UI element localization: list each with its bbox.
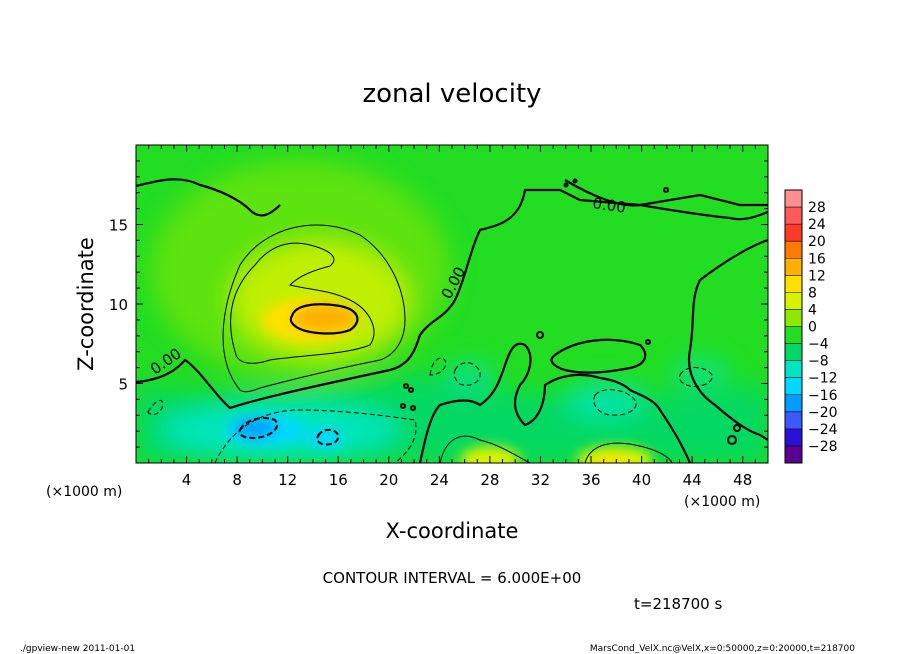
x-unit-label-left: (×1000 m) bbox=[46, 484, 122, 500]
x-tick-label: 48 bbox=[733, 471, 752, 489]
colorbar-swatch bbox=[785, 207, 802, 225]
x-tick-label: 12 bbox=[278, 471, 297, 489]
y-axis-label: Z-coordinate bbox=[74, 237, 98, 371]
contour-pos-6-upper bbox=[230, 242, 375, 364]
colorbar-label: −12 bbox=[808, 371, 838, 387]
footer-left: ./gpview-new 2011-01-01 bbox=[20, 644, 135, 654]
colorbar-swatch bbox=[785, 343, 802, 361]
colorbar-label: 16 bbox=[808, 251, 826, 267]
colorbar-swatch bbox=[785, 275, 802, 293]
max-contour bbox=[289, 303, 359, 335]
colorbar-label: 20 bbox=[808, 234, 826, 250]
contour-neg-mid-3 bbox=[679, 367, 713, 387]
y-tick-label: 10 bbox=[109, 296, 128, 314]
colorbar-swatch bbox=[785, 360, 802, 378]
contour-interval-text: CONTOUR INTERVAL = 6.000E+00 bbox=[323, 569, 582, 587]
colorbar-swatch bbox=[785, 224, 802, 242]
colorbar-label: 4 bbox=[808, 302, 817, 318]
colorbar-label: 12 bbox=[808, 268, 826, 284]
x-tick-label: 24 bbox=[430, 471, 449, 489]
color-field bbox=[136, 160, 768, 463]
x-tick-label: 8 bbox=[232, 471, 242, 489]
contour-neg-12-a bbox=[238, 417, 278, 440]
contour-neg-12-b bbox=[316, 428, 340, 446]
contour-neg-6-left bbox=[147, 399, 164, 416]
colorbar-label: −4 bbox=[808, 337, 829, 353]
colorbar-swatch bbox=[785, 292, 802, 310]
colorbar-swatch bbox=[785, 445, 802, 464]
x-tick-label: 44 bbox=[683, 471, 702, 489]
contour-pos-6-outer bbox=[222, 224, 406, 393]
zero-contour-lower-mid bbox=[418, 342, 692, 463]
colorbar-swatch bbox=[785, 394, 802, 413]
plot-area: 0.00 0.00 0.00 bbox=[136, 145, 768, 463]
colorbar-label: 8 bbox=[808, 285, 817, 301]
colorbar-label: −28 bbox=[808, 439, 838, 455]
x-tick-label: 4 bbox=[182, 471, 192, 489]
x-unit-label-right: (×1000 m) bbox=[684, 494, 760, 510]
contour-neg-6-lower bbox=[214, 409, 417, 463]
x-tick-label: 20 bbox=[379, 471, 398, 489]
footer-right: MarsCond_VelX.nc@VelX,x=0:50000,z=0:2000… bbox=[590, 644, 855, 654]
contour-neg-mid-2 bbox=[593, 389, 637, 416]
colorbar-swatch bbox=[785, 428, 802, 447]
y-axis: 5 10 15 bbox=[109, 144, 768, 464]
colorbar-label: −16 bbox=[808, 388, 838, 404]
zero-contour-right-mid bbox=[687, 238, 768, 441]
colorbar-swatch bbox=[785, 326, 802, 344]
chart-title: zonal velocity bbox=[362, 79, 541, 109]
colorbar-swatch bbox=[785, 190, 802, 208]
colorbar-label: 24 bbox=[808, 217, 826, 233]
zero-contour-right-upper bbox=[564, 179, 768, 221]
contour-label-right: 0.00 bbox=[591, 194, 627, 216]
colorbar-swatch bbox=[785, 377, 802, 396]
contour-neg-mid-1 bbox=[453, 362, 481, 386]
colorbar-label: −20 bbox=[808, 405, 838, 421]
y-tick-label: 5 bbox=[118, 376, 128, 394]
x-axis: 4 8 12 16 20 24 28 32 36 40 44 48 bbox=[135, 145, 769, 489]
x-tick-label: 32 bbox=[531, 471, 550, 489]
colorbar-swatch bbox=[785, 309, 802, 327]
x-tick-label: 36 bbox=[581, 471, 600, 489]
colorbar-label: −24 bbox=[808, 422, 838, 438]
zero-contour-main bbox=[136, 188, 768, 410]
contour-neg-mid-4 bbox=[429, 357, 447, 376]
x-tick-label: 28 bbox=[480, 471, 499, 489]
y-tick-label: 15 bbox=[109, 217, 128, 235]
colorbar-label: −8 bbox=[808, 354, 829, 370]
colorbar-swatch bbox=[785, 241, 802, 259]
x-axis-label: X-coordinate bbox=[386, 519, 519, 543]
time-text: t=218700 s bbox=[634, 595, 722, 613]
x-tick-label: 16 bbox=[329, 471, 348, 489]
zero-contour-loop-right bbox=[550, 338, 647, 374]
contour-pos-bottom-2 bbox=[584, 442, 673, 463]
zero-contour-upper-left bbox=[136, 178, 281, 217]
contour-pos-bottom-1 bbox=[439, 435, 531, 463]
contour-lines bbox=[136, 178, 768, 463]
x-tick-label: 40 bbox=[632, 471, 651, 489]
colorbar-swatch bbox=[785, 258, 802, 276]
colorbar-swatch bbox=[785, 411, 802, 430]
colorbar-label: 28 bbox=[808, 200, 826, 216]
colorbar-label: 0 bbox=[808, 320, 817, 336]
